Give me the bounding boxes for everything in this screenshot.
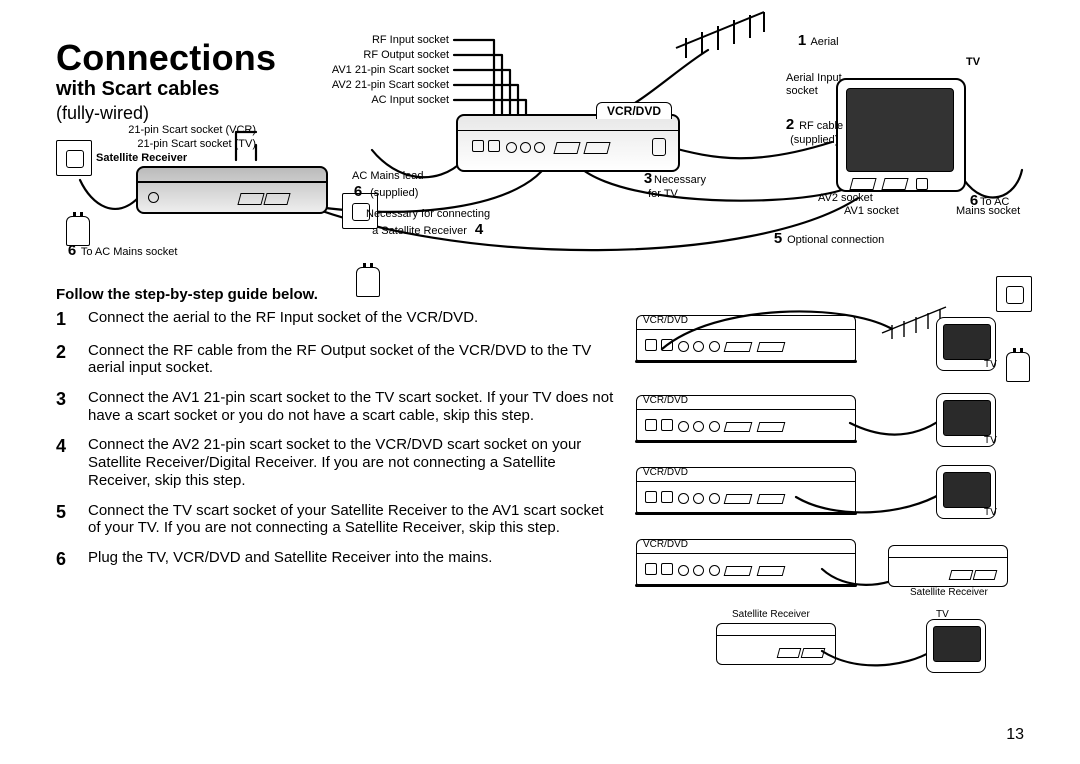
step-list: 1Connect the aerial to the RF Input sock… [56,309,616,689]
mini-label: TV [936,609,949,620]
page: Connections with Scart cables (fully-wir… [0,0,1080,764]
mini-sat [888,545,1008,587]
label-sat-scart-tv: 21-pin Scart socket (TV) [106,138,256,151]
step-item: 2Connect the RF cable from the RF Output… [56,342,616,377]
step-item: 1Connect the aerial to the RF Input sock… [56,309,616,330]
label-mains-right: Mains socket [956,205,1020,218]
label-necessary-tv: 3Necessary for TV [642,170,732,201]
step-item: 5Connect the TV scart socket of your Sat… [56,502,616,537]
mini-label: TV [984,507,997,518]
steps-section: 1Connect the aerial to the RF Input sock… [56,309,1024,689]
mini-label: TV [984,359,997,370]
connection-diagram: RF Input socket RF Output socket AV1 21-… [56,30,1024,280]
page-number: 13 [1006,726,1024,744]
aerial-icon [656,4,776,62]
mini-label: TV [984,435,997,446]
plug-center-icon [356,267,380,297]
label-optional: 5 Optional connection [772,230,884,248]
label-necessary-sat: Necessary for connecting a Satellite Rec… [366,208,526,239]
label-tv: TV [966,56,980,68]
mini-row-2: VCR/DVD TV [636,389,1024,453]
label-av1-socket: AV1 socket [844,205,899,218]
label-satellite-receiver: Satellite Receiver [96,152,187,164]
step-item: 6Plug the TV, VCR/DVD and Satellite Rece… [56,549,616,570]
device-vcr-dvd: VCR/DVD [456,114,680,172]
mini-row-1: VCR/DVD TV [636,309,1024,381]
wall-socket-left-icon [56,140,92,176]
label-aerial: 1 Aerial [796,32,839,50]
label-rf-cable: 2 RF cable (supplied) [784,116,874,147]
wall-socket-right-icon [996,276,1032,312]
label-av2-socket: AV2 socket [818,192,873,205]
mini-label: Satellite Receiver [910,587,988,598]
mini-row-5: Satellite Receiver TV [636,609,1024,681]
mini-diagrams: VCR/DVD TV VCR/DVD [636,309,1024,689]
device-satellite-receiver [136,166,328,214]
label-sat-scart-vcr: 21-pin Scart socket (VCR) [106,124,256,137]
label-to-ac-left: 6 To AC Mains socket [66,242,177,260]
mini-row-4: VCR/DVD Satellite Receiver [636,533,1024,601]
mini-row-3: VCR/DVD TV [636,461,1024,525]
label-aerial-input: Aerial Inputsocket [786,72,866,98]
mini-tv [926,619,986,673]
label-ac-mains-lead: AC Mains lead 6 (supplied) [352,170,472,201]
step-item: 4Connect the AV2 21-pin scart socket to … [56,436,616,489]
step-item: 3Connect the AV1 21-pin scart socket to … [56,389,616,424]
label-vcr-dvd: VCR/DVD [596,102,672,119]
